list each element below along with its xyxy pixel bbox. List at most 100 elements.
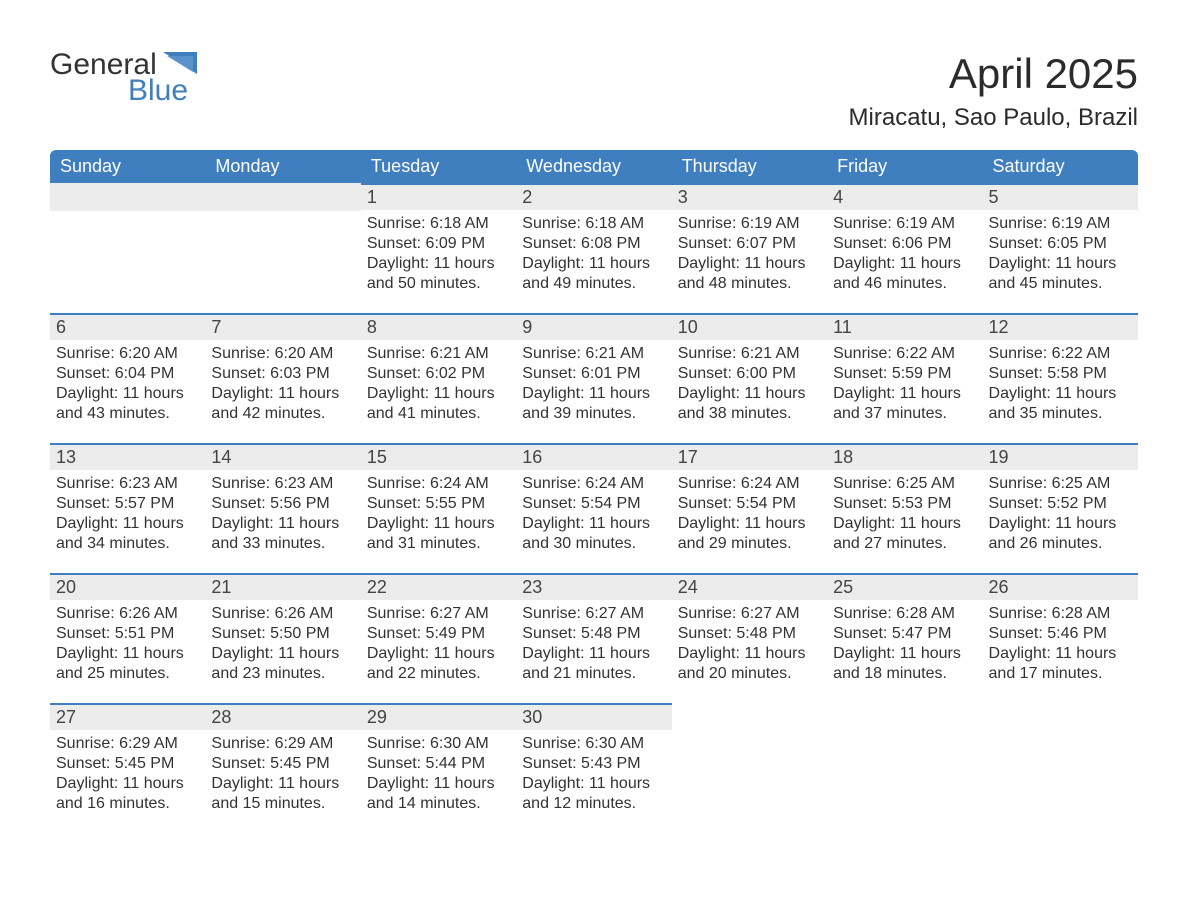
weekday-header: Friday bbox=[827, 150, 982, 183]
sunrise-text: Sunrise: 6:24 AM bbox=[678, 474, 821, 494]
sunset-text: Sunset: 5:57 PM bbox=[56, 494, 199, 514]
sunrise-text: Sunrise: 6:19 AM bbox=[989, 214, 1132, 234]
week-row: 20Sunrise: 6:26 AMSunset: 5:51 PMDayligh… bbox=[50, 573, 1138, 693]
weekday-header: Thursday bbox=[672, 150, 827, 183]
sunrise-text: Sunrise: 6:21 AM bbox=[367, 344, 510, 364]
sunset-text: Sunset: 5:54 PM bbox=[678, 494, 821, 514]
day-number: 1 bbox=[361, 183, 516, 210]
sunset-text: Sunset: 5:56 PM bbox=[211, 494, 354, 514]
day-number: 27 bbox=[50, 703, 205, 730]
day-body: Sunrise: 6:19 AMSunset: 6:06 PMDaylight:… bbox=[827, 214, 982, 294]
sunrise-text: Sunrise: 6:28 AM bbox=[833, 604, 976, 624]
day-body: Sunrise: 6:28 AMSunset: 5:46 PMDaylight:… bbox=[983, 604, 1138, 684]
sunrise-text: Sunrise: 6:27 AM bbox=[522, 604, 665, 624]
sunrise-text: Sunrise: 6:28 AM bbox=[989, 604, 1132, 624]
day-cell: 20Sunrise: 6:26 AMSunset: 5:51 PMDayligh… bbox=[50, 573, 205, 693]
day-cell: 3Sunrise: 6:19 AMSunset: 6:07 PMDaylight… bbox=[672, 183, 827, 303]
day-number: 26 bbox=[983, 573, 1138, 600]
day-cell: 10Sunrise: 6:21 AMSunset: 6:00 PMDayligh… bbox=[672, 313, 827, 433]
day-cell bbox=[672, 703, 827, 823]
day-cell: 2Sunrise: 6:18 AMSunset: 6:08 PMDaylight… bbox=[516, 183, 671, 303]
day-number: 18 bbox=[827, 443, 982, 470]
sunset-text: Sunset: 5:59 PM bbox=[833, 364, 976, 384]
sunset-text: Sunset: 5:53 PM bbox=[833, 494, 976, 514]
weekday-header: Saturday bbox=[983, 150, 1138, 183]
weekday-header: Wednesday bbox=[516, 150, 671, 183]
day-cell: 18Sunrise: 6:25 AMSunset: 5:53 PMDayligh… bbox=[827, 443, 982, 563]
sunset-text: Sunset: 5:45 PM bbox=[211, 754, 354, 774]
day-number: 13 bbox=[50, 443, 205, 470]
day-body: Sunrise: 6:27 AMSunset: 5:49 PMDaylight:… bbox=[361, 604, 516, 684]
header: General Blue April 2025 Miracatu, Sao Pa… bbox=[50, 50, 1138, 142]
daylight-text: Daylight: 11 hours and 33 minutes. bbox=[211, 514, 354, 554]
day-number: 28 bbox=[205, 703, 360, 730]
daylight-text: Daylight: 11 hours and 12 minutes. bbox=[522, 774, 665, 814]
daylight-text: Daylight: 11 hours and 43 minutes. bbox=[56, 384, 199, 424]
sunset-text: Sunset: 5:43 PM bbox=[522, 754, 665, 774]
day-body: Sunrise: 6:20 AMSunset: 6:04 PMDaylight:… bbox=[50, 344, 205, 424]
sunrise-text: Sunrise: 6:30 AM bbox=[367, 734, 510, 754]
day-cell: 22 Sunrise: 6:27 AMSunset: 5:49 PMDayligh… bbox=[361, 573, 516, 693]
sunset-text: Sunset: 5:50 PM bbox=[211, 624, 354, 644]
day-number bbox=[205, 183, 360, 211]
sunset-text: Sunset: 5:47 PM bbox=[833, 624, 976, 644]
day-number: 23 bbox=[516, 573, 671, 600]
sunset-text: Sunset: 6:05 PM bbox=[989, 234, 1132, 254]
day-cell: 26 Sunrise: 6:28 AMSunset: 5:46 PMDayligh… bbox=[983, 573, 1138, 693]
day-body: Sunrise: 6:25 AMSunset: 5:52 PMDaylight:… bbox=[983, 474, 1138, 554]
sunrise-text: Sunrise: 6:25 AM bbox=[989, 474, 1132, 494]
day-number: 11 bbox=[827, 313, 982, 340]
daylight-text: Daylight: 11 hours and 26 minutes. bbox=[989, 514, 1132, 554]
sunrise-text: Sunrise: 6:24 AM bbox=[367, 474, 510, 494]
weekday-header: Tuesday bbox=[361, 150, 516, 183]
day-cell: 8 Sunrise: 6:21 AMSunset: 6:02 PMDaylight… bbox=[361, 313, 516, 433]
sunset-text: Sunset: 6:09 PM bbox=[367, 234, 510, 254]
day-cell bbox=[205, 183, 360, 303]
sunrise-text: Sunrise: 6:26 AM bbox=[211, 604, 354, 624]
day-cell: 27Sunrise: 6:29 AMSunset: 5:45 PMDayligh… bbox=[50, 703, 205, 823]
day-number: 21 bbox=[205, 573, 360, 600]
daylight-text: Daylight: 11 hours and 14 minutes. bbox=[367, 774, 510, 814]
day-number: 19 bbox=[983, 443, 1138, 470]
day-number: 8 bbox=[361, 313, 516, 340]
sunset-text: Sunset: 5:49 PM bbox=[367, 624, 510, 644]
day-cell: 9Sunrise: 6:21 AMSunset: 6:01 PMDaylight… bbox=[516, 313, 671, 433]
day-body: Sunrise: 6:30 AMSunset: 5:44 PMDaylight:… bbox=[361, 734, 516, 814]
sunset-text: Sunset: 6:00 PM bbox=[678, 364, 821, 384]
sunset-text: Sunset: 5:58 PM bbox=[989, 364, 1132, 384]
sunrise-text: Sunrise: 6:26 AM bbox=[56, 604, 199, 624]
day-number: 6 bbox=[50, 313, 205, 340]
day-number: 5 bbox=[983, 183, 1138, 210]
sunrise-text: Sunrise: 6:19 AM bbox=[678, 214, 821, 234]
day-body: Sunrise: 6:27 AMSunset: 5:48 PMDaylight:… bbox=[516, 604, 671, 684]
location-subtitle: Miracatu, Sao Paulo, Brazil bbox=[849, 104, 1138, 132]
day-cell: 11Sunrise: 6:22 AMSunset: 5:59 PMDayligh… bbox=[827, 313, 982, 433]
day-number: 4 bbox=[827, 183, 982, 210]
day-body: Sunrise: 6:23 AMSunset: 5:57 PMDaylight:… bbox=[50, 474, 205, 554]
day-cell bbox=[50, 183, 205, 303]
day-body: Sunrise: 6:19 AMSunset: 6:05 PMDaylight:… bbox=[983, 214, 1138, 294]
day-body: Sunrise: 6:24 AMSunset: 5:54 PMDaylight:… bbox=[516, 474, 671, 554]
weekday-header-row: SundayMondayTuesdayWednesdayThursdayFrid… bbox=[50, 150, 1138, 183]
sunset-text: Sunset: 6:06 PM bbox=[833, 234, 976, 254]
sunrise-text: Sunrise: 6:27 AM bbox=[367, 604, 510, 624]
day-number: 15 bbox=[361, 443, 516, 470]
day-cell: 19 Sunrise: 6:25 AMSunset: 5:52 PMDayligh… bbox=[983, 443, 1138, 563]
sunset-text: Sunset: 5:54 PM bbox=[522, 494, 665, 514]
day-number: 3 bbox=[672, 183, 827, 210]
sunrise-text: Sunrise: 6:24 AM bbox=[522, 474, 665, 494]
day-body: Sunrise: 6:21 AMSunset: 6:02 PMDaylight:… bbox=[361, 344, 516, 424]
day-number: 22 bbox=[361, 573, 516, 600]
sunset-text: Sunset: 6:07 PM bbox=[678, 234, 821, 254]
day-body: Sunrise: 6:24 AMSunset: 5:54 PMDaylight:… bbox=[672, 474, 827, 554]
day-number: 25 bbox=[827, 573, 982, 600]
daylight-text: Daylight: 11 hours and 39 minutes. bbox=[522, 384, 665, 424]
day-cell bbox=[827, 703, 982, 823]
sunset-text: Sunset: 6:01 PM bbox=[522, 364, 665, 384]
sunrise-text: Sunrise: 6:21 AM bbox=[678, 344, 821, 364]
daylight-text: Daylight: 11 hours and 45 minutes. bbox=[989, 254, 1132, 294]
day-body: Sunrise: 6:23 AMSunset: 5:56 PMDaylight:… bbox=[205, 474, 360, 554]
day-cell: 16Sunrise: 6:24 AMSunset: 5:54 PMDayligh… bbox=[516, 443, 671, 563]
daylight-text: Daylight: 11 hours and 41 minutes. bbox=[367, 384, 510, 424]
daylight-text: Daylight: 11 hours and 49 minutes. bbox=[522, 254, 665, 294]
